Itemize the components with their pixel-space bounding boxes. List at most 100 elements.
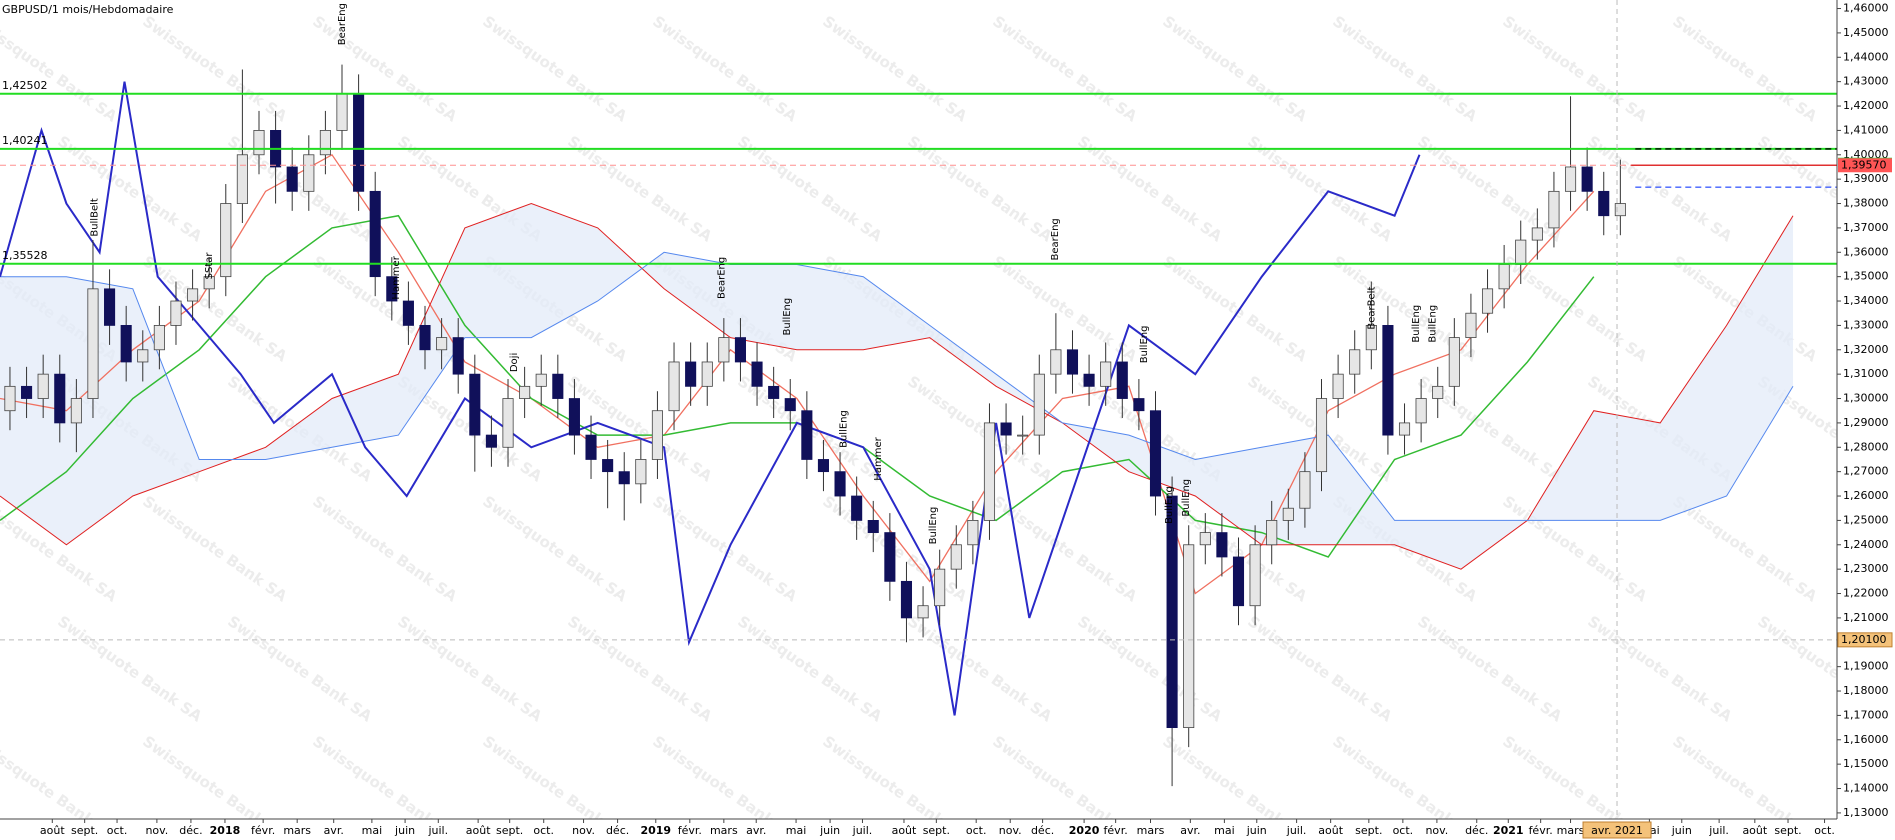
candle-body [120, 325, 132, 363]
pattern-label: BullEng [928, 507, 939, 545]
x-tick-label: août [40, 824, 65, 837]
y-tick-label: 1,35000 [1843, 270, 1889, 283]
candle-body [1100, 361, 1112, 387]
candle-body [734, 337, 746, 363]
candle-body [303, 154, 315, 192]
candle-body [1249, 544, 1261, 607]
candle-body [1116, 361, 1128, 399]
candle-body [1382, 325, 1394, 436]
candle-body [834, 471, 846, 497]
x-tick-label: déc. [179, 824, 202, 837]
y-tick-label: 1,28000 [1843, 440, 1889, 453]
y-tick-label: 1,41000 [1843, 123, 1889, 136]
y-tick-label: 1,46000 [1843, 2, 1889, 15]
candle-body [967, 520, 979, 546]
y-tick-label: 1,21000 [1843, 611, 1889, 624]
x-tick-label: juil. [1286, 824, 1307, 837]
pattern-label: BullBelt [90, 198, 101, 237]
x-tick-label: mars [283, 824, 311, 837]
candle-body [602, 459, 614, 473]
y-tick-label: 1,37000 [1843, 221, 1889, 234]
pattern-label: Hammer [873, 436, 884, 480]
x-tick-label: oct. [1393, 824, 1414, 837]
axis-bg [1837, 0, 1895, 840]
candle-body [187, 288, 199, 302]
y-tick-label: 1,27000 [1843, 465, 1889, 478]
pattern-label: SStar [204, 252, 215, 280]
candle-body [1614, 203, 1626, 217]
pattern-label: BullEng [1181, 479, 1192, 517]
candle-body [535, 373, 547, 387]
candle-body [651, 410, 663, 460]
candle-body [1415, 398, 1427, 424]
x-tick-label: avr. [746, 824, 766, 837]
pattern-label: BullEng [838, 410, 849, 448]
crosshair-y-box [1837, 632, 1893, 648]
level-label: 1,40241 [2, 134, 48, 147]
candle-body [718, 337, 730, 363]
x-tick-label: mars [1137, 824, 1165, 837]
x-tick-label: août [1318, 824, 1343, 837]
candle-body [867, 520, 879, 533]
candle-body [21, 385, 33, 399]
x-tick-label: nov. [145, 824, 168, 837]
x-tick-label: févr. [1104, 824, 1128, 837]
candle-body [1000, 422, 1012, 436]
y-tick-label: 1,23000 [1843, 562, 1889, 575]
candle-body [253, 130, 265, 156]
candle-body [236, 154, 248, 204]
candle-body [701, 361, 713, 387]
x-tick-label: juin [394, 824, 415, 837]
y-tick-label: 1,14000 [1843, 782, 1889, 795]
candle-body [436, 337, 448, 351]
crosshair-x-box [1582, 821, 1652, 839]
candle-body [1581, 166, 1593, 192]
x-tick-label: mai [362, 824, 383, 837]
candle-body [618, 471, 630, 485]
y-tick-label: 1,33000 [1843, 318, 1889, 331]
candle-body [54, 373, 66, 424]
x-tick-label: oct. [533, 824, 554, 837]
candle-body [1481, 288, 1494, 314]
y-tick-label: 1,39000 [1843, 172, 1889, 185]
crosshair-y-label: 1,20100 [1841, 633, 1887, 646]
candle-body [668, 361, 680, 412]
y-tick-label: 1,31000 [1843, 367, 1889, 380]
candle-body [1398, 422, 1411, 436]
x-tick-label: mai [1214, 824, 1235, 837]
x-tick-label: juil. [1708, 824, 1729, 837]
candle-body [552, 373, 564, 399]
x-tick-label: déc. [606, 824, 629, 837]
candle-body [1183, 544, 1195, 728]
candle-body [1515, 239, 1527, 265]
x-tick-label: oct. [1814, 824, 1835, 837]
candle-body [1216, 532, 1228, 558]
candle-body [1066, 349, 1079, 375]
candle-body [1050, 349, 1062, 375]
x-tick-label: avr. [1180, 824, 1200, 837]
candle-body [4, 385, 16, 412]
x-tick-label: sept. [71, 824, 98, 837]
x-tick-label: févr. [1529, 824, 1553, 837]
y-tick-label: 1,38000 [1843, 197, 1889, 210]
y-tick-label: 1,32000 [1843, 343, 1889, 356]
candle-body [469, 373, 481, 436]
x-tick-label: févr. [251, 824, 275, 837]
x-tick-label: avr. [324, 824, 344, 837]
y-tick-label: 1,26000 [1843, 489, 1889, 502]
candle-body [884, 532, 896, 582]
price-marker-label: 1,39570 [1841, 158, 1887, 171]
x-tick-label: août [466, 824, 491, 837]
candle-body [369, 190, 381, 278]
candle-body [1465, 312, 1477, 338]
x-tick-label: oct. [107, 824, 128, 837]
x-tick-label: déc. [1465, 824, 1488, 837]
candle-body [983, 422, 996, 521]
candle-body [502, 398, 514, 448]
pattern-label: BullEng [1139, 326, 1150, 364]
y-tick-label: 1,17000 [1843, 708, 1889, 721]
candle-body [1448, 337, 1460, 387]
candle-body [1548, 190, 1560, 229]
axis-bg [0, 819, 1895, 840]
candle-body [37, 373, 49, 399]
